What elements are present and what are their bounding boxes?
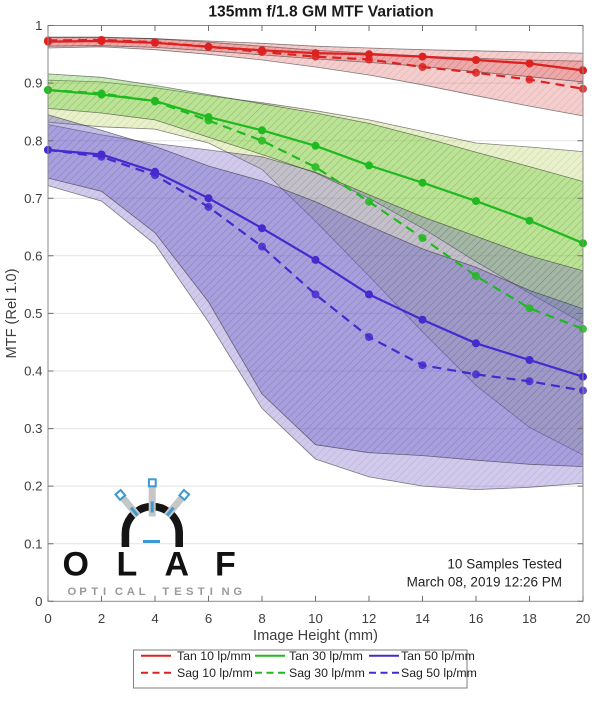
svg-text:0: 0 (44, 611, 51, 626)
svg-text:2: 2 (98, 611, 105, 626)
svg-text:Image Height (mm): Image Height (mm) (253, 628, 378, 644)
svg-text:MTF (Rel 1.0): MTF (Rel 1.0) (4, 269, 20, 359)
svg-text:20: 20 (576, 611, 591, 626)
svg-text:10: 10 (308, 611, 323, 626)
svg-text:T: T (91, 586, 98, 598)
svg-text:Tan 10 lp/mm: Tan 10 lp/mm (177, 649, 251, 663)
svg-text:Sag 30 lp/mm: Sag 30 lp/mm (289, 666, 365, 680)
svg-text:L: L (117, 546, 138, 584)
svg-text:L: L (139, 586, 146, 598)
svg-text:Sag 10 lp/mm: Sag 10 lp/mm (177, 666, 253, 680)
svg-text:0.6: 0.6 (24, 248, 42, 263)
svg-text:16: 16 (469, 611, 484, 626)
svg-text:P: P (79, 586, 87, 598)
svg-text:A: A (165, 546, 190, 584)
svg-text:0.1: 0.1 (24, 536, 42, 551)
svg-text:0.9: 0.9 (24, 76, 42, 91)
svg-text:F: F (215, 546, 236, 584)
svg-text:0.7: 0.7 (24, 191, 42, 206)
svg-text:A: A (127, 586, 135, 598)
svg-text:T: T (198, 586, 205, 598)
svg-text:1: 1 (35, 18, 42, 33)
svg-text:0.3: 0.3 (24, 421, 42, 436)
svg-text:135mm f/1.8 GM MTF Variation: 135mm f/1.8 GM MTF Variation (208, 4, 433, 21)
svg-text:0.5: 0.5 (24, 306, 42, 321)
svg-text:10 Samples Tested: 10 Samples Tested (447, 557, 562, 572)
svg-text:0.4: 0.4 (24, 364, 42, 379)
svg-text:0: 0 (35, 594, 42, 609)
svg-text:12: 12 (362, 611, 377, 626)
svg-text:T: T (162, 586, 169, 598)
svg-text:18: 18 (522, 611, 537, 626)
svg-text:14: 14 (415, 611, 430, 626)
svg-text:G: G (233, 586, 242, 598)
svg-text:0.2: 0.2 (24, 479, 42, 494)
svg-text:4: 4 (151, 611, 158, 626)
svg-text:Tan 30 lp/mm: Tan 30 lp/mm (289, 649, 363, 663)
svg-text:I: I (103, 586, 106, 598)
svg-text:6: 6 (205, 611, 212, 626)
svg-text:March 08, 2019 12:26 PM: March 08, 2019 12:26 PM (407, 575, 562, 590)
svg-text:Sag 50 lp/mm: Sag 50 lp/mm (401, 666, 477, 680)
svg-text:S: S (186, 586, 194, 598)
svg-text:0.8: 0.8 (24, 133, 42, 148)
svg-text:Tan 50 lp/mm: Tan 50 lp/mm (401, 649, 475, 663)
svg-text:C: C (115, 586, 123, 598)
svg-text:O: O (63, 546, 89, 584)
svg-text:E: E (174, 586, 182, 598)
svg-text:N: N (222, 586, 230, 598)
svg-text:I: I (210, 586, 213, 598)
svg-text:O: O (68, 586, 77, 598)
svg-text:8: 8 (258, 611, 265, 626)
